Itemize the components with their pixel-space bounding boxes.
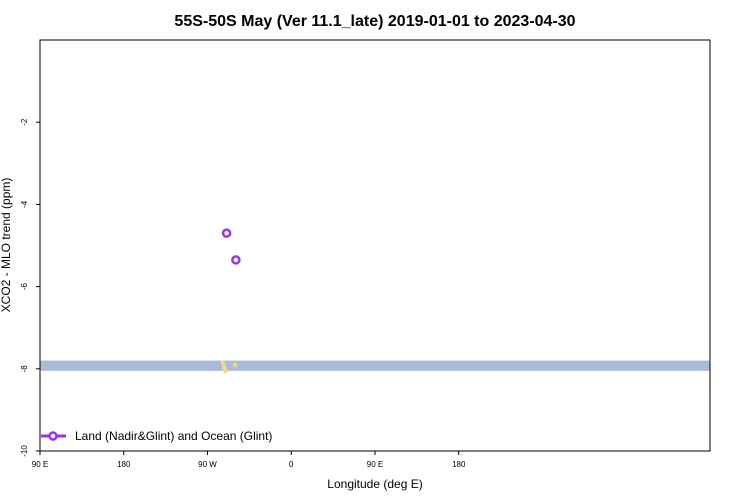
legend-entry: Land (Nadir&Glint) and Ocean (Glint): [75, 429, 272, 443]
data-point: [231, 255, 241, 265]
y-tick-label: -10: [20, 445, 29, 457]
y-tick-label: -6: [20, 282, 29, 290]
land-feature-mark: [223, 368, 228, 373]
x-tick-label: 90 E: [367, 460, 383, 469]
y-tick-label: -4: [20, 200, 29, 208]
y-axis-label: XCO2 - MLO trend (ppm): [0, 178, 13, 313]
ocean-band: [40, 360, 710, 371]
legend: Land (Nadir&Glint) and Ocean (Glint): [41, 429, 272, 443]
plot-area: [40, 228, 710, 373]
land-feature-mark: [222, 366, 227, 371]
x-tick-label: 90 W: [198, 460, 217, 469]
x-tick-label: 180: [452, 460, 466, 469]
x-tick-label: 0: [289, 460, 294, 469]
y-axis: -2 -4 -6 -8 -10: [20, 118, 40, 457]
land-feature-mark: [220, 360, 225, 365]
land-feature-mark: [232, 362, 237, 367]
data-point: [221, 228, 232, 238]
y-tick-label: -8: [20, 365, 29, 373]
land-feature-mark: [221, 364, 226, 369]
legend-marker-icon: [48, 431, 58, 441]
x-tick-label: 90 E: [32, 460, 48, 469]
x-axis-label: Longitude (deg E): [327, 477, 422, 491]
x-axis: 90 E 180 90 W 0 90 E 180: [32, 451, 466, 469]
x-tick-label: 180: [117, 460, 131, 469]
chart-title: 55S-50S May (Ver 11.1_late) 2019-01-01 t…: [174, 13, 575, 30]
y-tick-label: -2: [20, 118, 29, 126]
plot-frame: [39, 39, 711, 452]
